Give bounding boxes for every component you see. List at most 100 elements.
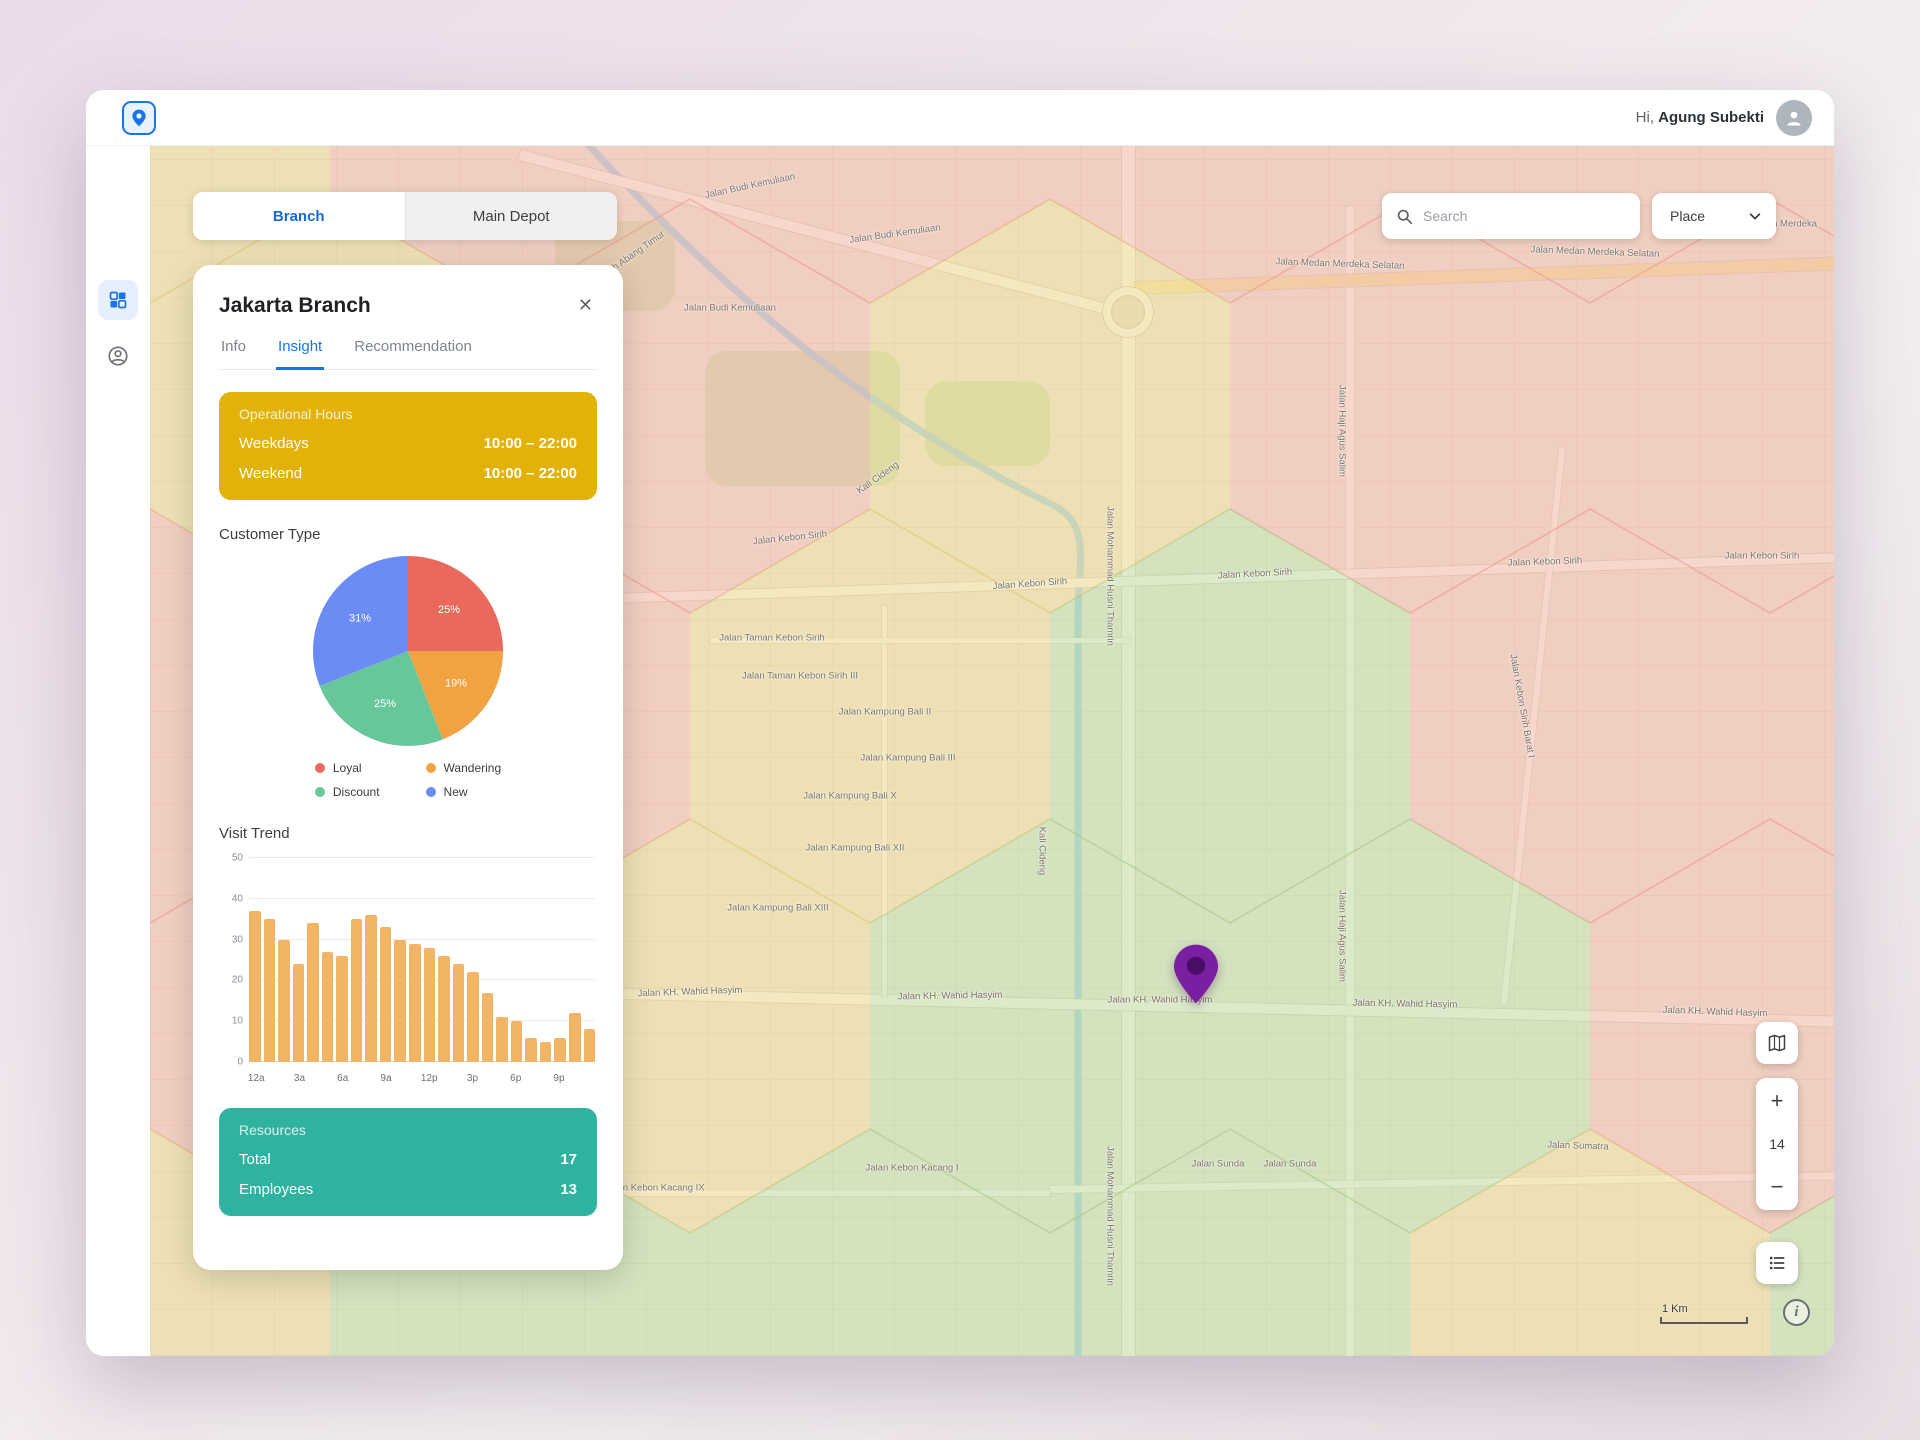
resources-card: Resources Total 17 Employees 13 <box>219 1108 597 1216</box>
road-kampung-bali <box>882 606 887 996</box>
chevron-down-icon <box>1749 213 1761 220</box>
legend-list-button[interactable] <box>1756 1242 1798 1284</box>
legend-dot <box>314 787 325 797</box>
resources-row-label: Total <box>239 1151 271 1168</box>
bar <box>307 923 319 1062</box>
legend-item-loyal: Loyal <box>314 761 380 775</box>
x-axis-tick: 6a <box>337 1073 349 1084</box>
zoom-control: + 14 − <box>1756 1078 1798 1210</box>
dashboard-grid-icon <box>109 291 127 309</box>
hours-row-value: 10:00 – 22:00 <box>483 465 577 482</box>
customer-type-pie-chart: 25% 19% 25% 31% <box>312 556 503 747</box>
resources-row-value: 17 <box>560 1151 577 1168</box>
search-input[interactable] <box>1423 208 1628 224</box>
x-axis-tick: 6p <box>510 1073 522 1084</box>
pie-slice-value: 31% <box>349 612 371 624</box>
layer-switcher: Branch Main Depot <box>193 192 617 240</box>
account-circle-icon <box>108 346 128 366</box>
sidebar-item-account[interactable] <box>98 336 138 376</box>
x-axis-tick: 12a <box>247 1073 265 1084</box>
map-canvas[interactable]: Jalan Tanah Abang Timur Jalan Budi Kemuli… <box>150 146 1834 1356</box>
scale-label: 1 Km <box>1662 1303 1688 1315</box>
bar <box>481 992 494 1062</box>
map-pin-logo-icon <box>132 109 146 126</box>
branch-detail-panel: Jakarta Branch ✕ Info Insight Recommenda… <box>193 265 623 1270</box>
bar <box>583 1029 596 1062</box>
legend-item-wandering: Wandering <box>425 761 501 775</box>
user-name: Agung Subekti <box>1658 109 1764 126</box>
app-window: Hi, Agung Subekti <box>86 90 1834 1356</box>
x-axis-tick: 9p <box>553 1073 565 1084</box>
pie-slice-value: 19% <box>445 678 467 690</box>
legend-dot <box>425 763 436 773</box>
bar <box>365 915 377 1062</box>
visit-trend-heading: Visit Trend <box>219 825 290 842</box>
bar <box>249 911 261 1062</box>
tab-recommendation[interactable]: Recommendation <box>354 338 472 355</box>
sidebar-item-dashboard[interactable] <box>98 280 138 320</box>
bar <box>496 1017 508 1062</box>
bar <box>350 919 363 1062</box>
tab-main-depot[interactable]: Main Depot <box>404 192 617 240</box>
tab-insight[interactable]: Insight <box>276 338 325 370</box>
search-bar <box>1382 193 1640 239</box>
greeting: Hi, Agung Subekti <box>1636 109 1764 126</box>
sidebar <box>86 146 150 1356</box>
hours-row-label: Weekdays <box>239 435 309 452</box>
zoom-out-button[interactable]: − <box>1756 1164 1798 1210</box>
bar <box>569 1013 581 1062</box>
hours-row-label: Weekend <box>239 465 303 482</box>
y-axis-tick: 0 <box>237 1056 243 1068</box>
person-icon <box>1787 111 1801 125</box>
bar <box>452 964 465 1062</box>
legend-dot <box>425 787 436 797</box>
tab-branch[interactable]: Branch <box>193 192 405 240</box>
branch-map-pin[interactable] <box>1174 944 1218 1004</box>
y-axis-tick: 20 <box>231 974 243 986</box>
roundabout <box>1103 287 1153 337</box>
bar <box>510 1021 523 1062</box>
bar <box>292 964 305 1062</box>
map-icon <box>1768 1034 1786 1052</box>
map-type-button[interactable] <box>1756 1022 1798 1064</box>
customer-type-heading: Customer Type <box>219 526 321 543</box>
topbar: Hi, Agung Subekti <box>86 90 1834 146</box>
bar <box>554 1037 567 1062</box>
greeting-text: Hi, <box>1635 109 1654 126</box>
hours-row-value: 10:00 – 22:00 <box>483 435 577 452</box>
legend-item-new: New <box>425 785 502 799</box>
user-avatar[interactable] <box>1776 99 1812 136</box>
bar <box>263 919 276 1062</box>
app-logo[interactable] <box>122 100 156 135</box>
bar <box>278 939 290 1062</box>
close-icon[interactable]: ✕ <box>574 291 597 320</box>
scale-line <box>1660 1317 1748 1324</box>
y-axis-tick: 10 <box>231 1015 243 1027</box>
operational-hours-card: Operational Hours Weekdays 10:00 – 22:00… <box>219 392 597 500</box>
bar <box>467 972 479 1062</box>
bar <box>379 927 392 1062</box>
map-scale: 1 Km <box>1660 1303 1748 1324</box>
zoom-in-button[interactable]: + <box>1756 1078 1798 1124</box>
x-axis-tick: 3a <box>293 1073 306 1084</box>
bar <box>321 951 334 1062</box>
list-icon <box>1769 1256 1785 1270</box>
x-axis-tick: 12p <box>420 1073 438 1084</box>
visit-trend-bar-chart: 0 10 20 30 40 50 12a 3a 6a 9a 12p 3p 6p 9p <box>219 852 597 1086</box>
bar <box>438 955 450 1062</box>
place-dropdown[interactable]: Place <box>1652 193 1776 239</box>
pie-slice-value: 25% <box>374 698 396 710</box>
bar <box>336 955 348 1062</box>
y-axis-tick: 30 <box>231 934 243 946</box>
tab-info[interactable]: Info <box>221 338 247 355</box>
search-icon <box>1397 209 1413 224</box>
x-axis-tick: 3p <box>466 1073 479 1084</box>
pie-slice-value: 25% <box>438 604 460 616</box>
bar <box>394 939 407 1062</box>
bar <box>409 943 421 1062</box>
y-axis-tick: 40 <box>231 893 243 905</box>
y-axis-tick: 50 <box>231 852 243 864</box>
info-icon[interactable]: i <box>1783 1299 1810 1326</box>
bar <box>539 1041 552 1062</box>
bar <box>423 947 436 1062</box>
